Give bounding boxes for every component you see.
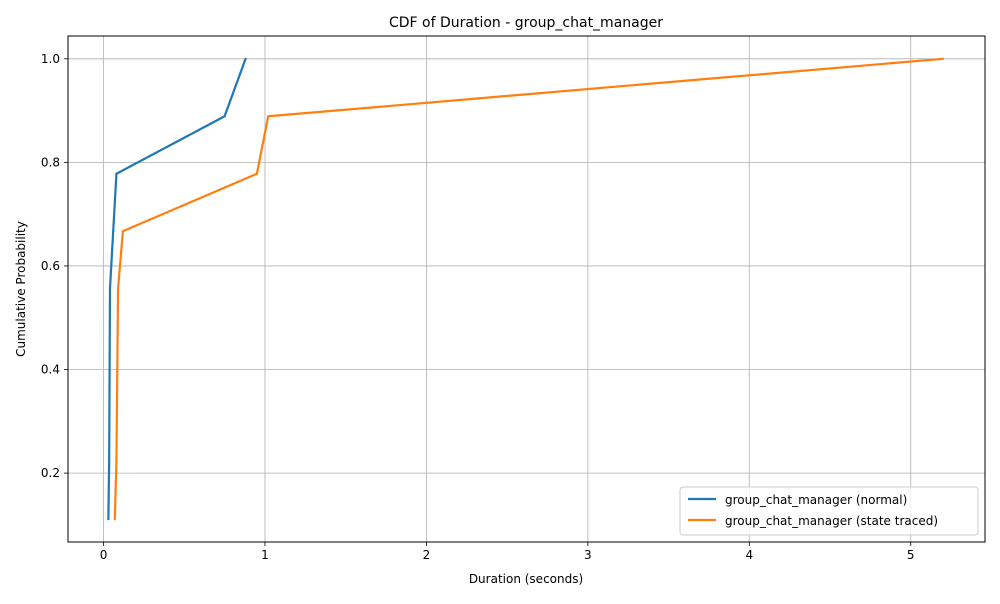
data-point-group-chat-manager-state-traced [255, 172, 258, 175]
data-point-group-chat-manager-state-traced [115, 460, 118, 463]
data-point-group-chat-manager-state-traced [116, 287, 120, 290]
y-axis-label: Cumulative Probability [14, 221, 28, 357]
x-axis-label: Duration (seconds) [469, 572, 583, 586]
x-tick-label: 0 [100, 548, 108, 562]
plot-frame [67, 35, 986, 543]
data-point-group-chat-manager-state-traced [121, 230, 124, 233]
data-point-group-chat-manager-normal [107, 518, 110, 521]
x-tick-label: 5 [907, 548, 915, 562]
chart-title: CDF of Duration - group_chat_manager [389, 15, 663, 31]
y-tick-label: 0.2 [41, 466, 60, 480]
data-point-group-chat-manager-normal [244, 57, 247, 60]
data-point-group-chat-manager-state-traced [941, 57, 945, 60]
legend-label-state-traced: group_chat_manager (state traced) [725, 514, 938, 528]
series-layer [107, 57, 945, 521]
legend-label-normal: group_chat_manager (normal) [725, 493, 907, 507]
x-axis-ticks: 0 1 2 3 4 5 [100, 542, 915, 562]
y-tick-label: 0.4 [41, 363, 60, 377]
x-tick-label: 1 [261, 548, 269, 562]
x-tick-label: 2 [423, 548, 431, 562]
data-point-group-chat-manager-normal [108, 460, 111, 463]
y-tick-label: 1.0 [41, 52, 60, 66]
data-point-group-chat-manager-state-traced [267, 115, 270, 118]
data-point-group-chat-manager-normal [108, 287, 112, 290]
data-point-group-chat-manager-state-traced [113, 518, 116, 521]
legend-box [679, 486, 979, 536]
y-tick-label: 0.8 [41, 155, 60, 169]
data-point-group-chat-manager-normal [115, 172, 118, 175]
y-axis-ticks: 0.2 0.4 0.6 0.8 1.0 [41, 52, 68, 480]
y-tick-label: 0.6 [41, 259, 60, 273]
x-tick-label: 4 [745, 548, 753, 562]
x-tick-label: 3 [584, 548, 592, 562]
data-point-group-chat-manager-normal [223, 115, 226, 118]
data-point-group-chat-manager-normal [112, 230, 115, 233]
legend: group_chat_manager (normal) group_chat_m… [679, 486, 979, 536]
gridlines [68, 36, 985, 542]
